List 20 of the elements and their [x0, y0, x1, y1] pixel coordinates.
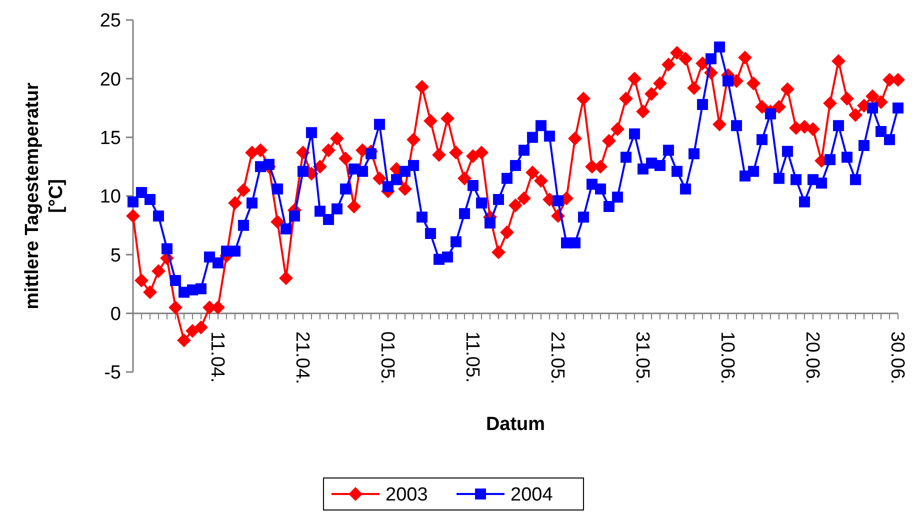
x-axis-title: Datum: [486, 414, 546, 435]
x-tick-label: 20.06.: [801, 331, 822, 384]
x-tick-label: 21.04.: [291, 331, 312, 384]
y-tick-label: 20: [100, 69, 121, 90]
x-tick-label: 21.05.: [546, 331, 568, 384]
y-tick-label: 10: [100, 186, 121, 208]
y-tick-label: 15: [100, 128, 121, 149]
x-tick-label: 30.06.: [886, 331, 908, 384]
y-tick-label: -5: [104, 362, 121, 384]
y-axis-title: mittlere Tagestemperatur [°C]: [22, 82, 67, 310]
y-tick-label: 0: [110, 304, 121, 325]
x-tick-label: 10.06.: [716, 331, 738, 384]
x-tick-label: 11.04.: [206, 331, 228, 383]
legend-label: 2003: [386, 484, 428, 506]
y-tick-label: 25: [100, 10, 121, 32]
x-tick-label: 11.05.: [461, 331, 482, 383]
x-tick-label: 31.05.: [631, 331, 652, 384]
legend-label: 2004: [510, 484, 554, 506]
y-tick-label: 5: [110, 245, 121, 266]
x-tick-label: 01.05.: [376, 331, 398, 384]
